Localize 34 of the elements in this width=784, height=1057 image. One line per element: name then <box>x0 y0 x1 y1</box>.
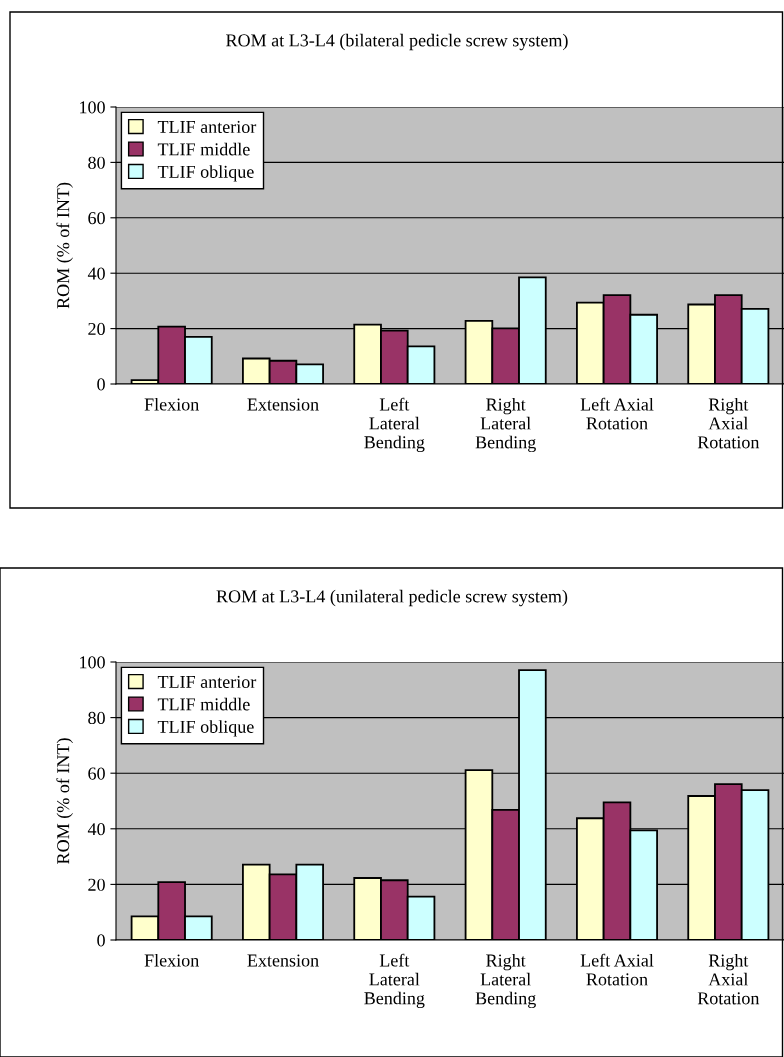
y-tick-label: 20 <box>88 322 105 336</box>
legend-label: TLIF anterior <box>157 675 257 688</box>
x-tick-label: Extension <box>247 398 319 411</box>
x-tick-label: Left Lateral Bending <box>364 953 425 1009</box>
legend-label: TLIF oblique <box>157 720 254 737</box>
y-axis-title: ROM (% of INT) <box>56 182 73 309</box>
x-tick-label: Flexion <box>144 397 199 411</box>
y-tick-label: 0 <box>97 934 105 947</box>
y-tick-label: 20 <box>88 878 105 891</box>
x-tick-label: Extension <box>247 954 319 967</box>
legend-label: TLIF middle <box>157 142 250 156</box>
y-tick-label: 80 <box>88 156 105 169</box>
y-tick-label: 100 <box>80 101 105 114</box>
y-tick-label: 40 <box>87 823 105 836</box>
y-axis-title: ROM (% of INT) <box>56 738 73 864</box>
y-tick-label: 40 <box>87 267 105 280</box>
y-tick-label: 100 <box>80 656 105 669</box>
legend-label: TLIF middle <box>157 697 250 711</box>
x-tick-label: Flexion <box>144 953 199 967</box>
y-tick-label: 60 <box>88 212 105 225</box>
x-tick-label: Right Lateral Bending <box>475 397 536 453</box>
y-tick-label: 0 <box>97 378 105 391</box>
chart-title: ROM at L3-L4 (bilateral pedicle screw system) <box>226 33 568 51</box>
x-tick-label: Right Lateral Bending <box>475 953 536 1009</box>
legend-label: TLIF anterior <box>157 120 257 133</box>
y-tick-label: 80 <box>88 711 105 725</box>
x-tick-label: Right Axial Rotation <box>697 953 760 1005</box>
y-tick-label: 60 <box>88 767 105 780</box>
legend-label: TLIF oblique <box>157 165 254 182</box>
x-tick-label: Left Axial Rotation <box>580 953 654 986</box>
x-tick-label: Right Axial Rotation <box>697 397 760 449</box>
chart-title: ROM at L3-L4 (unilateral pedicle screw system) <box>216 589 568 607</box>
x-tick-label: Left Lateral Bending <box>364 397 425 453</box>
x-tick-label: Left Axial Rotation <box>580 397 654 430</box>
